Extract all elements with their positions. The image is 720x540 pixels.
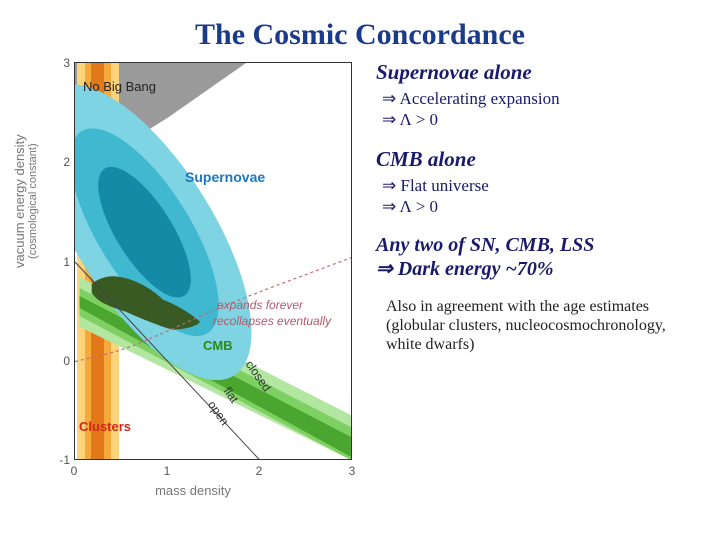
supernovae-label: Supernovae bbox=[185, 169, 265, 185]
no-big-bang-label: No Big Bang bbox=[83, 79, 156, 94]
cmb-heading: CMB alone bbox=[376, 147, 702, 172]
xtick: 2 bbox=[253, 464, 265, 478]
page-title: The Cosmic Concordance bbox=[0, 0, 720, 58]
xtick: 0 bbox=[68, 464, 80, 478]
ytick: 1 bbox=[54, 255, 70, 269]
content-row: vacuum energy density (cosmological cons… bbox=[0, 58, 720, 498]
text-column: Supernovae alone ⇒ Accelerating expansio… bbox=[368, 58, 702, 498]
xtick: 3 bbox=[346, 464, 358, 478]
expands-label: expands forever bbox=[217, 298, 303, 312]
ytick: 2 bbox=[54, 155, 70, 169]
sn-heading: Supernovae alone bbox=[376, 60, 702, 85]
sn-bullet-2: ⇒ Λ > 0 bbox=[382, 109, 702, 130]
xtick: 1 bbox=[161, 464, 173, 478]
age-note: Also in agreement with the age estimates… bbox=[386, 297, 702, 355]
cmb-bullet-1: ⇒ Flat universe bbox=[382, 175, 702, 196]
y-axis-label: vacuum energy density (cosmological cons… bbox=[12, 134, 39, 268]
x-axis-label: mass density bbox=[18, 483, 368, 498]
cmb-label: CMB bbox=[203, 338, 233, 353]
cmb-bullet-2: ⇒ Λ > 0 bbox=[382, 196, 702, 217]
sn-bullet-1: ⇒ Accelerating expansion bbox=[382, 88, 702, 109]
cmb-section: CMB alone ⇒ Flat universe ⇒ Λ > 0 bbox=[376, 147, 702, 218]
combo-section: Any two of SN, CMB, LSS ⇒ Dark energy ~7… bbox=[376, 233, 702, 281]
clusters-label: Clusters bbox=[79, 419, 131, 434]
recollapses-label: recollapses eventually bbox=[213, 314, 331, 328]
ytick: 3 bbox=[54, 56, 70, 70]
combo-line-2: ⇒ Dark energy ~70% bbox=[376, 257, 702, 281]
combo-line-1: Any two of SN, CMB, LSS bbox=[376, 233, 702, 257]
concordance-chart: vacuum energy density (cosmological cons… bbox=[18, 58, 368, 498]
sn-section: Supernovae alone ⇒ Accelerating expansio… bbox=[376, 60, 702, 131]
ytick: 0 bbox=[54, 354, 70, 368]
plot-area: No Big Bang Supernovae CMB Clusters expa… bbox=[74, 62, 352, 460]
